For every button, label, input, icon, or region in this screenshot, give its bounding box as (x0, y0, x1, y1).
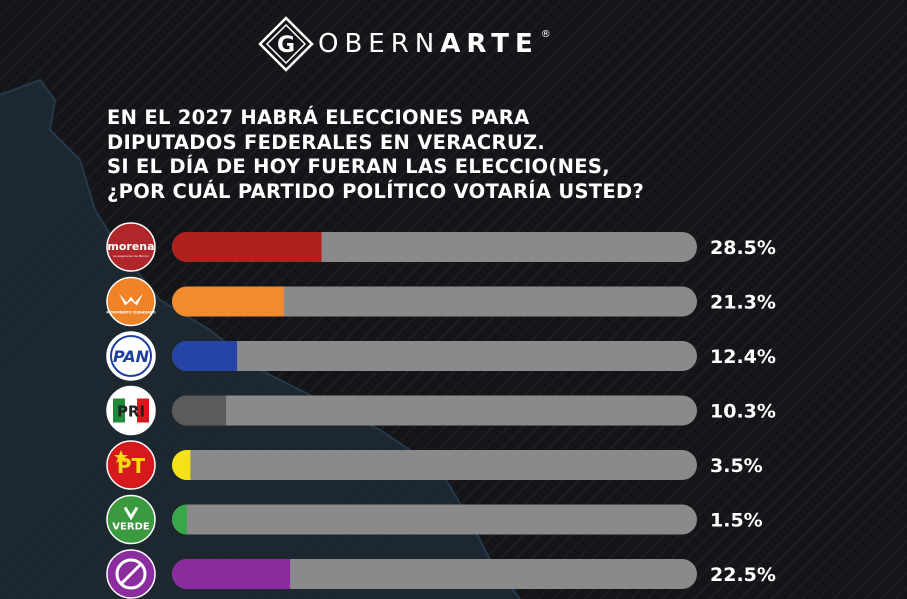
bar-fill-verde (172, 504, 187, 535)
bar-value-label: 10.3% (710, 401, 776, 423)
pt-logo-icon: PT (106, 440, 156, 490)
brand-name: OBERNARTE ® (318, 29, 557, 59)
logo-text: PT (117, 454, 146, 478)
bar-row-pan: PAN 12.4% (106, 331, 776, 381)
ninguno-logo-icon (106, 549, 156, 599)
question-line: ¿POR CUÁL PARTIDO POLÍTICO VOTARÍA USTED… (107, 179, 645, 203)
brand-name-light: OBERN (318, 29, 441, 59)
movimiento-ciudadano-logo-icon: MOVIMIENTO CIUDADANO (106, 276, 156, 327)
prohibited-slash (119, 562, 143, 586)
question-line: EN EL 2027 HABRÁ ELECCIONES PARA (107, 106, 530, 129)
logo-subtext: La esperanza de México (113, 254, 149, 258)
bar-fill-pt (172, 450, 191, 480)
bar-track (172, 286, 697, 317)
bar-row-pri: PRI 10.3% (106, 385, 776, 436)
bar-fill-movimiento-ciudadano (172, 286, 284, 317)
pan-logo-icon: PAN (106, 331, 156, 381)
verde-logo-icon: VERDE (106, 494, 156, 545)
brand-logo: G OBERNARTE ® (258, 14, 557, 74)
bar-value-label: 28.5% (710, 237, 776, 259)
bar-track (172, 341, 697, 371)
bar-track (172, 559, 697, 589)
bar-track (172, 450, 697, 480)
brand-mark-letter: G (277, 33, 295, 58)
bar-row-ninguno: 22.5% (106, 549, 776, 599)
bar-row-verde: VERDE 1.5% (106, 494, 763, 545)
gobernarte-diamond-icon: G (258, 16, 314, 72)
bar-value-label: 1.5% (710, 510, 763, 532)
logo-text: PAN (113, 347, 150, 366)
bar-value-label: 3.5% (710, 455, 763, 477)
bar-fill-ninguno (172, 559, 291, 589)
bar-value-label: 22.5% (710, 564, 776, 586)
bar-track (172, 504, 697, 535)
bar-row-movimiento-ciudadano: MOVIMIENTO CIUDADANO 21.3% (106, 276, 776, 327)
pri-logo-icon: PRI (106, 385, 156, 436)
prohibited-circle (115, 558, 147, 590)
brand-registered-mark: ® (540, 29, 557, 40)
logo-text: VERDE (112, 522, 150, 533)
question-line: SI EL DÍA DE HOY FUERAN LAS ELECCIO(NES, (107, 155, 610, 178)
bar-track (172, 395, 697, 426)
brand-name-bold: ARTE (440, 29, 539, 59)
bar-fill-pan (172, 341, 238, 371)
poll-question: EN EL 2027 HABRÁ ELECCIONES PARA DIPUTAD… (107, 106, 727, 204)
logo-text: morena (107, 240, 154, 253)
logo-text: MOVIMIENTO CIUDADANO (106, 311, 155, 315)
bar-fill-pri (172, 395, 227, 426)
question-line: DIPUTADOS FEDERALES EN VERACRUZ. (107, 130, 546, 154)
bar-value-label: 12.4% (710, 346, 776, 368)
bar-value-label: 21.3% (710, 292, 776, 314)
eagle-shape (119, 293, 143, 306)
bar-fill-morena (172, 232, 322, 262)
star-shape (114, 450, 128, 463)
v-mark (123, 506, 139, 521)
bar-row-pt: PT 3.5% (106, 440, 763, 490)
logo-text: PRI (117, 403, 145, 421)
